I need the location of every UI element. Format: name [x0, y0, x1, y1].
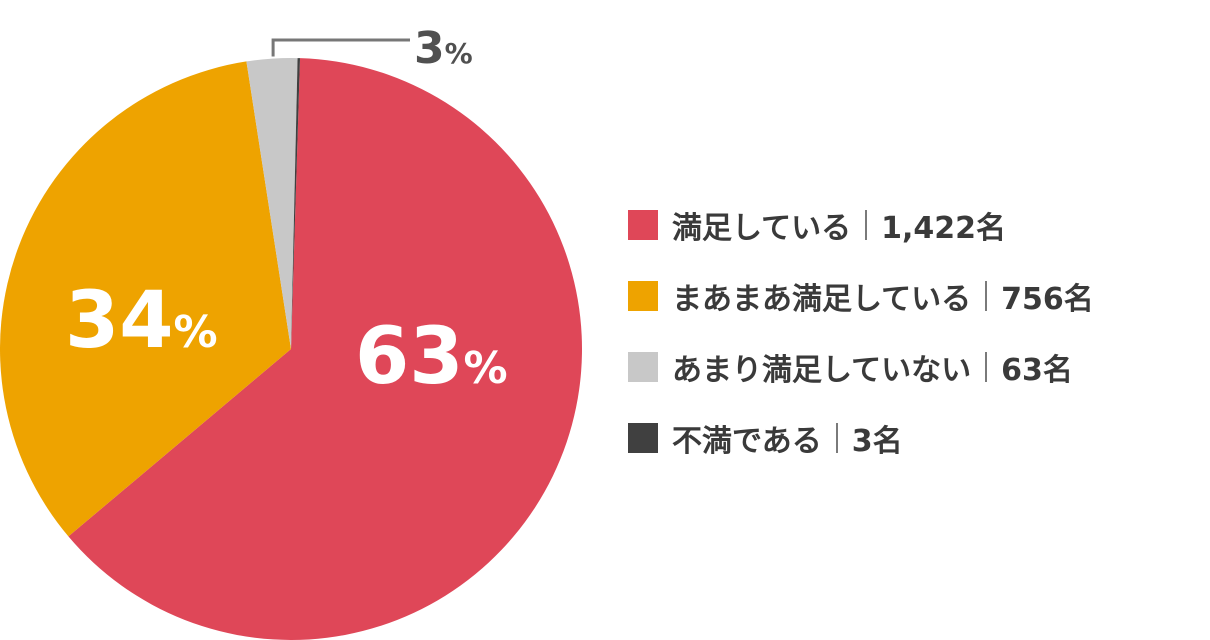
pie-slice-somewhat-satisfied	[0, 61, 291, 537]
pct-number: 3	[414, 23, 445, 74]
pct-number: 34	[65, 276, 174, 366]
legend-label: まあまあ満足している	[672, 282, 972, 317]
pie-slice-satisfied	[68, 58, 582, 640]
legend-swatch	[628, 281, 658, 311]
legend-item-dissatisfied: 不満である 3名	[628, 419, 1094, 459]
pct-number: 63	[355, 312, 464, 402]
legend-count: 756名	[1001, 282, 1094, 317]
legend-item-not-very-satisfied: あまり満足していない 63名	[628, 348, 1094, 388]
legend-label: 不満である	[672, 424, 822, 459]
pie-slice-not-very-satisfied	[246, 57, 298, 350]
callout-leader-line	[271, 38, 410, 57]
legend-swatch	[628, 352, 658, 382]
legend-separator	[835, 423, 838, 453]
slice-label-callout: 3%	[414, 23, 473, 74]
slice-label-somewhat-satisfied: 34%	[65, 276, 218, 366]
legend-swatch	[628, 423, 658, 453]
legend-label: 満足している	[672, 211, 852, 246]
slice-label-satisfied: 63%	[355, 312, 508, 402]
legend-label: あまり満足していない	[672, 353, 972, 388]
legend-item-satisfied: 満足している 1,422名	[628, 206, 1094, 246]
legend-count: 1,422名	[881, 211, 1007, 246]
legend-count: 63名	[1001, 353, 1073, 388]
pie-slice-dissatisfied	[291, 58, 301, 349]
legend-separator	[985, 281, 988, 311]
legend: 満足している 1,422名 まあまあ満足している 756名 あまり満足していない…	[628, 206, 1094, 459]
legend-separator	[985, 352, 988, 382]
pct-unit: %	[464, 343, 508, 394]
legend-item-somewhat-satisfied: まあまあ満足している 756名	[628, 277, 1094, 317]
legend-swatch	[628, 210, 658, 240]
pct-unit: %	[445, 37, 473, 70]
legend-count: 3名	[851, 424, 903, 459]
legend-separator	[865, 210, 868, 240]
pct-unit: %	[174, 307, 218, 358]
